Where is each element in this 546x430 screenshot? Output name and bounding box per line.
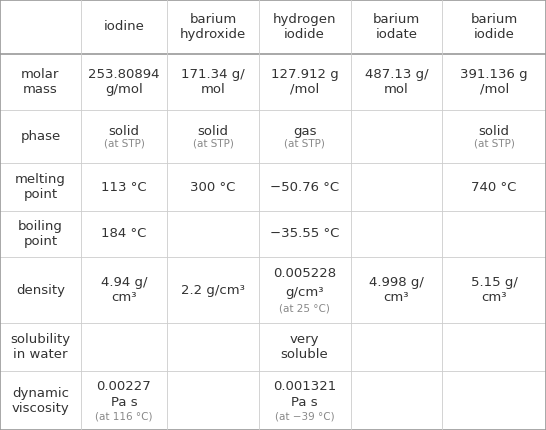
Text: 300 °C: 300 °C	[190, 181, 236, 194]
Text: 184 °C: 184 °C	[101, 227, 147, 240]
Text: 5.15 g/
cm³: 5.15 g/ cm³	[471, 276, 518, 304]
Text: hydrogen
iodide: hydrogen iodide	[273, 13, 336, 41]
Text: −50.76 °C: −50.76 °C	[270, 181, 339, 194]
Text: melting
point: melting point	[15, 173, 66, 201]
Text: 253.80894
g/mol: 253.80894 g/mol	[88, 68, 159, 96]
Text: phase: phase	[20, 130, 61, 143]
Text: 171.34 g/
mol: 171.34 g/ mol	[181, 68, 245, 96]
Text: molar
mass: molar mass	[21, 68, 60, 96]
Text: dynamic
viscosity: dynamic viscosity	[11, 387, 69, 415]
Text: (at STP): (at STP)	[474, 139, 514, 149]
Text: 740 °C: 740 °C	[471, 181, 517, 194]
Text: 0.001321: 0.001321	[273, 380, 336, 393]
Text: 4.94 g/
cm³: 4.94 g/ cm³	[100, 276, 147, 304]
Text: (at 25 °C): (at 25 °C)	[279, 303, 330, 313]
Text: 0.005228: 0.005228	[273, 267, 336, 280]
Text: solid: solid	[109, 125, 139, 138]
Text: solid: solid	[479, 125, 509, 138]
Text: (at 116 °C): (at 116 °C)	[95, 412, 153, 421]
Text: 0.00227: 0.00227	[97, 380, 151, 393]
Text: density: density	[16, 283, 65, 297]
Text: very
soluble: very soluble	[281, 333, 329, 361]
Text: solubility
in water: solubility in water	[10, 333, 70, 361]
Text: (at STP): (at STP)	[284, 139, 325, 149]
Text: iodine: iodine	[104, 20, 144, 33]
Text: g/cm³: g/cm³	[286, 286, 324, 298]
Text: (at STP): (at STP)	[104, 139, 144, 149]
Text: boiling
point: boiling point	[18, 220, 63, 248]
Text: gas: gas	[293, 125, 317, 138]
Text: 391.136 g
/mol: 391.136 g /mol	[460, 68, 528, 96]
Text: 487.13 g/
mol: 487.13 g/ mol	[365, 68, 428, 96]
Text: solid: solid	[198, 125, 228, 138]
Text: (at −39 °C): (at −39 °C)	[275, 412, 335, 421]
Text: Pa s: Pa s	[111, 396, 137, 409]
Text: 113 °C: 113 °C	[101, 181, 147, 194]
Text: 4.998 g/
cm³: 4.998 g/ cm³	[369, 276, 424, 304]
Text: 2.2 g/cm³: 2.2 g/cm³	[181, 283, 245, 297]
Text: −35.55 °C: −35.55 °C	[270, 227, 340, 240]
Text: Pa s: Pa s	[292, 396, 318, 409]
Text: (at STP): (at STP)	[193, 139, 233, 149]
Text: 127.912 g
/mol: 127.912 g /mol	[271, 68, 339, 96]
Text: barium
iodate: barium iodate	[373, 13, 420, 41]
Text: barium
iodide: barium iodide	[471, 13, 518, 41]
Text: barium
hydroxide: barium hydroxide	[180, 13, 246, 41]
